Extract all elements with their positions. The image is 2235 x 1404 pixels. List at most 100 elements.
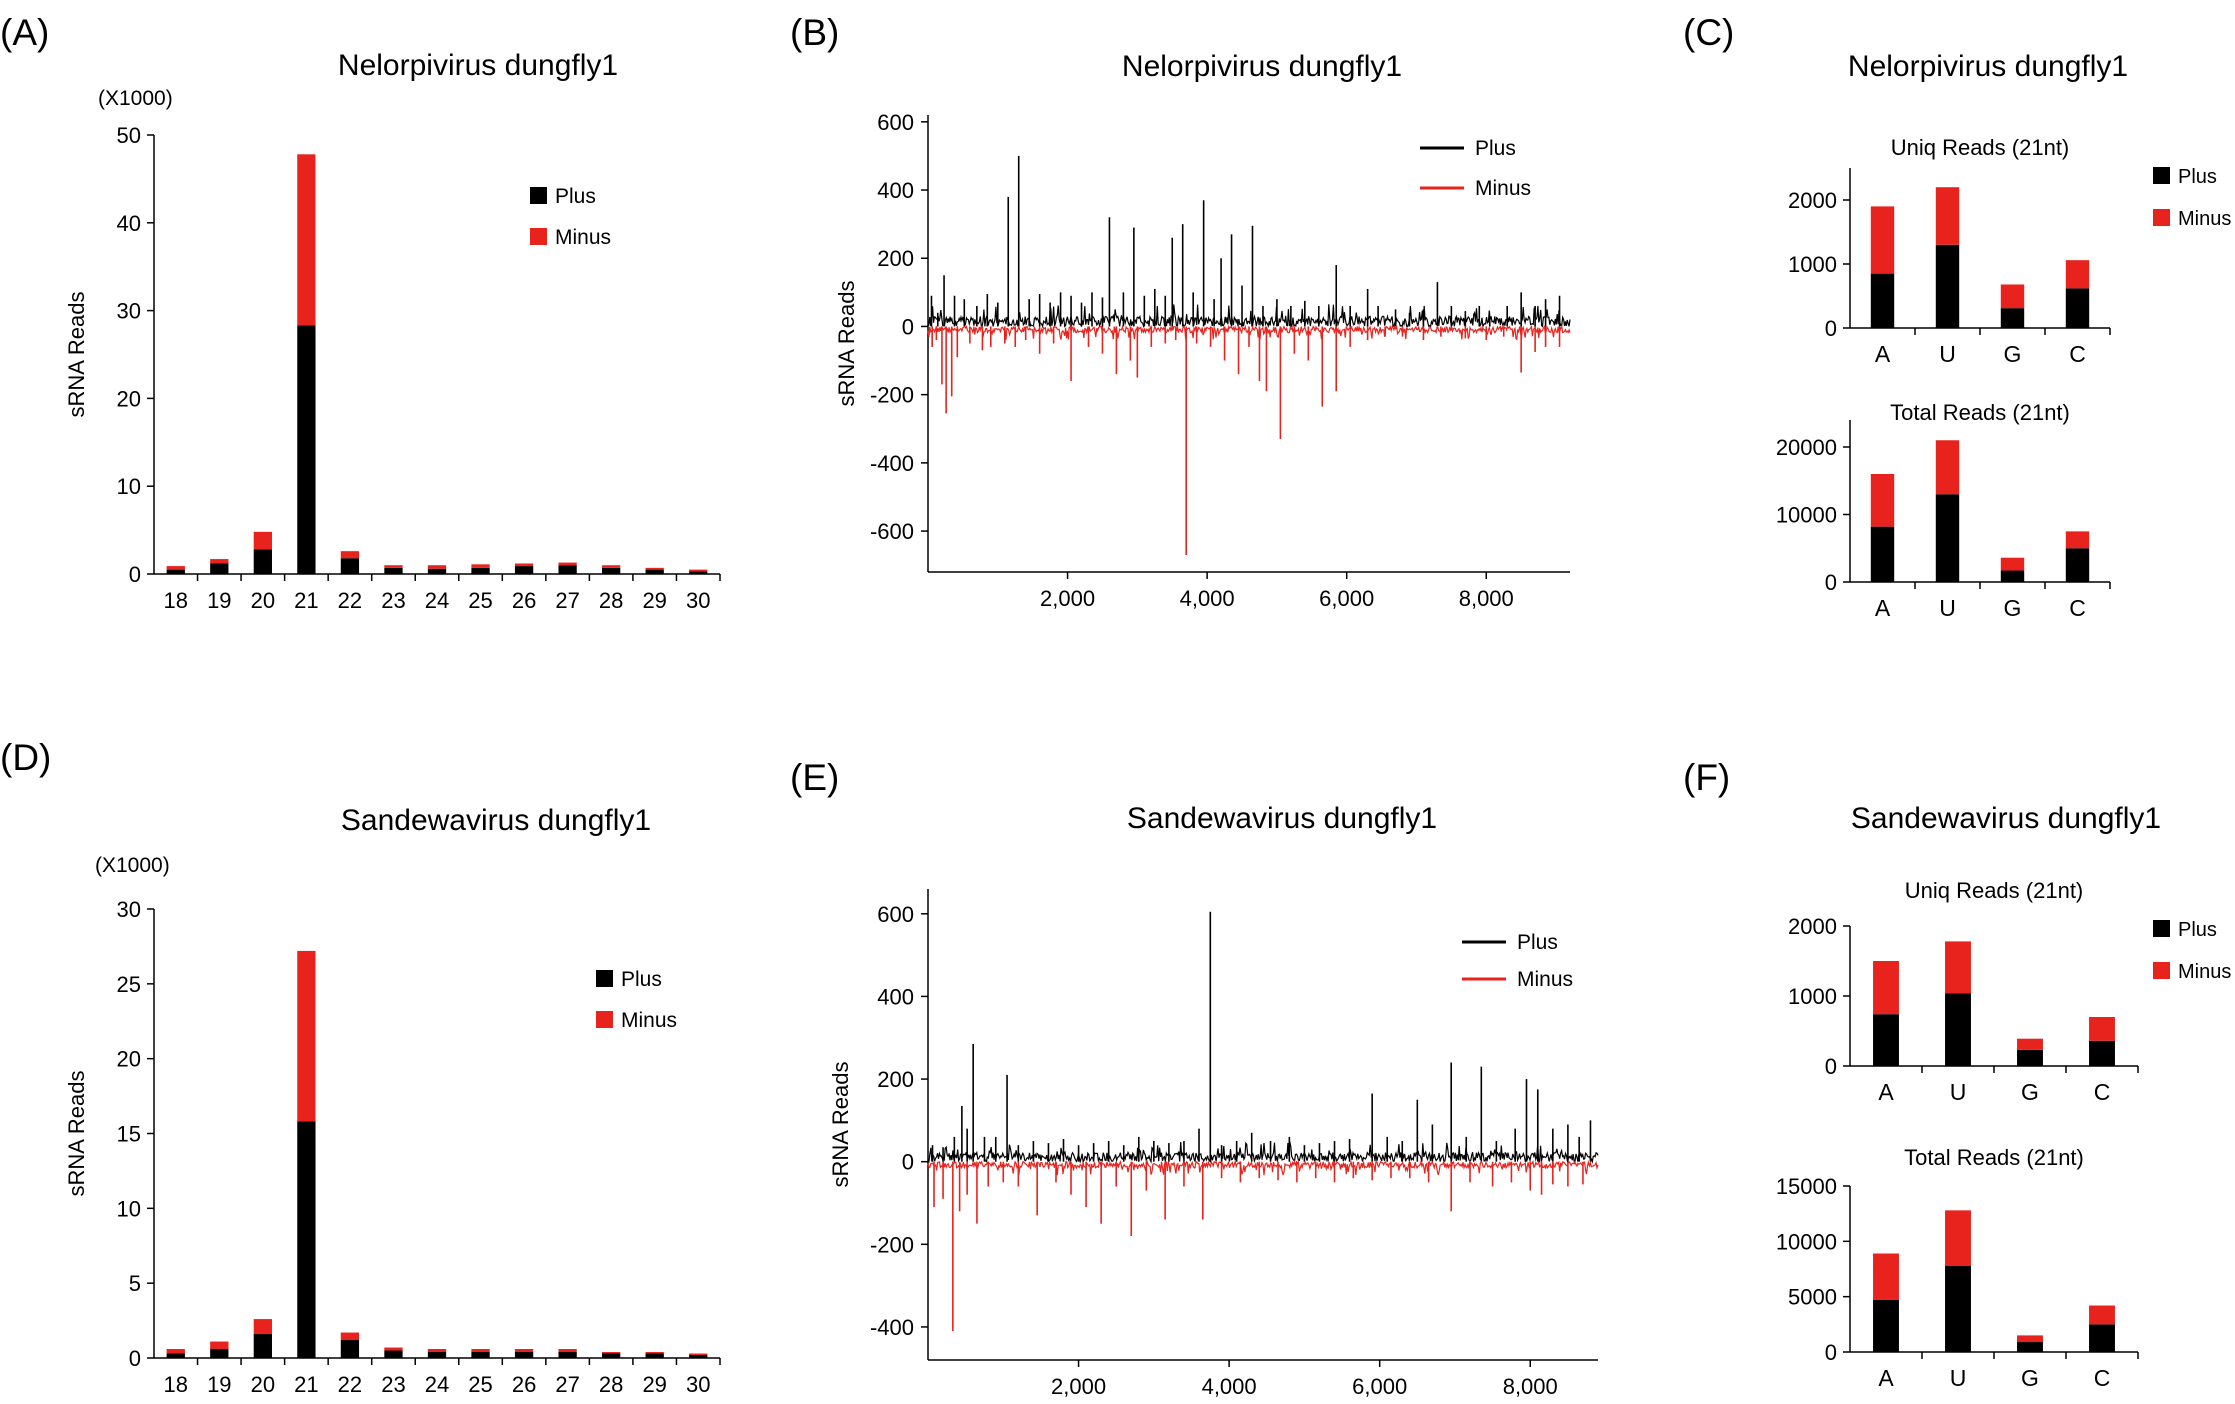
bar-plus-D bbox=[645, 1353, 664, 1358]
bar-plus-A bbox=[340, 558, 360, 574]
y-axis-label-D: sRNA Reads bbox=[64, 1071, 89, 1197]
x-tick-label-E: 2,000 bbox=[1051, 1374, 1106, 1399]
y-tick-label-E: 400 bbox=[877, 984, 914, 1009]
bar-plus-A bbox=[514, 566, 534, 574]
y-tick-label-D: 10 bbox=[117, 1196, 141, 1221]
bar-plus-D bbox=[602, 1353, 621, 1358]
chart-title-E: Sandewavirus dungfly1 bbox=[1127, 802, 1437, 835]
y-tick-label-C1: 0 bbox=[1825, 316, 1837, 341]
x-tick-label-A: 18 bbox=[164, 588, 188, 613]
y-axis-label-A: sRNA Reads bbox=[64, 292, 89, 418]
bar-minus-C1 bbox=[1935, 187, 1960, 245]
bar-minus-D bbox=[689, 1353, 708, 1356]
bar-plus-D bbox=[253, 1334, 272, 1358]
bar-minus-F1 bbox=[1945, 941, 1971, 994]
bar-plus-C1 bbox=[2065, 288, 2090, 328]
x-tick-label-A: 28 bbox=[599, 588, 623, 613]
bar-plus-F2 bbox=[1873, 1299, 1899, 1352]
bar-plus-D bbox=[384, 1350, 403, 1358]
x-tick-label-F2: G bbox=[2021, 1365, 2039, 1391]
x-tick-label-C2: G bbox=[2004, 595, 2022, 621]
legend-label-plus-A: Plus bbox=[555, 185, 596, 208]
x-tick-label-F2: C bbox=[2094, 1365, 2111, 1391]
legend-swatch-minus-A bbox=[530, 228, 547, 245]
x-tick-label-D: 20 bbox=[251, 1372, 275, 1397]
y-tick-label-D: 5 bbox=[129, 1271, 141, 1296]
y-tick-label-F1: 2000 bbox=[1788, 914, 1837, 939]
bar-plus-A bbox=[210, 563, 229, 574]
bar-minus-D bbox=[253, 1319, 272, 1335]
y-tick-label-D: 20 bbox=[117, 1047, 141, 1072]
bar-plus-C1 bbox=[1935, 244, 1960, 328]
panel-label-F1: (F) bbox=[1683, 757, 1730, 798]
y-tick-label-C2: 10000 bbox=[1776, 503, 1837, 528]
y-tick-label-B: -400 bbox=[870, 451, 914, 476]
legend-label-minus-D: Minus bbox=[621, 1009, 677, 1032]
y-tick-label-E: 600 bbox=[877, 902, 914, 927]
x-tick-label-F2: A bbox=[1878, 1365, 1894, 1391]
bar-minus-C2 bbox=[2000, 557, 2025, 571]
bar-minus-D bbox=[210, 1341, 229, 1350]
bar-minus-A bbox=[253, 531, 272, 550]
x-tick-label-A: 20 bbox=[251, 588, 275, 613]
x-tick-label-A: 29 bbox=[642, 588, 666, 613]
y-tick-label-C1: 2000 bbox=[1788, 188, 1837, 213]
legend-label-plus-E: Plus bbox=[1517, 931, 1558, 954]
x-tick-label-E: 4,000 bbox=[1202, 1374, 1257, 1399]
bar-plus-C2 bbox=[2065, 548, 2090, 582]
coverage-trace-plus-E bbox=[927, 1141, 1599, 1165]
y-tick-label-A: 30 bbox=[117, 299, 141, 324]
bar-minus-C1 bbox=[1870, 206, 1895, 274]
x-tick-label-A: 30 bbox=[686, 588, 710, 613]
bar-minus-D bbox=[645, 1352, 664, 1354]
bar-plus-D bbox=[558, 1352, 577, 1358]
chart-title-D: Sandewavirus dungfly1 bbox=[341, 804, 651, 837]
x-tick-label-D: 18 bbox=[164, 1372, 188, 1397]
y-tick-label-A: 20 bbox=[117, 386, 141, 411]
x-tick-label-B: 4,000 bbox=[1180, 586, 1235, 611]
legend-swatch-plus-F1 bbox=[2153, 920, 2170, 937]
bar-minus-F2 bbox=[1873, 1253, 1899, 1300]
x-tick-label-A: 26 bbox=[512, 588, 536, 613]
bar-plus-A bbox=[297, 325, 316, 574]
x-tick-label-F1: C bbox=[2094, 1079, 2111, 1105]
bar-plus-D bbox=[297, 1121, 316, 1358]
y-tick-label-F1: 1000 bbox=[1788, 984, 1837, 1009]
bar-plus-A bbox=[253, 549, 272, 574]
bar-minus-D bbox=[514, 1349, 534, 1353]
bar-minus-D bbox=[340, 1332, 360, 1341]
y-tick-label-A: 40 bbox=[117, 211, 141, 236]
bar-minus-A bbox=[514, 563, 534, 567]
x-tick-label-A: 22 bbox=[338, 588, 362, 613]
x-tick-label-D: 21 bbox=[294, 1372, 318, 1397]
x-tick-label-C1: C bbox=[2069, 341, 2086, 367]
coverage-trace-minus-E bbox=[927, 1159, 1599, 1176]
x-tick-label-A: 24 bbox=[425, 588, 449, 613]
bar-minus-C2 bbox=[1935, 440, 1960, 495]
y-tick-label-D: 25 bbox=[117, 972, 141, 997]
bar-plus-A bbox=[166, 569, 185, 574]
bar-plus-D bbox=[427, 1352, 447, 1358]
bar-minus-C2 bbox=[2065, 531, 2090, 549]
x-tick-label-C2: A bbox=[1875, 595, 1891, 621]
x-tick-label-C1: G bbox=[2004, 341, 2022, 367]
y-tick-label-F2: 10000 bbox=[1776, 1229, 1837, 1254]
y-tick-label-A: 10 bbox=[117, 474, 141, 499]
y-axis-label-E: sRNA Reads bbox=[828, 1062, 853, 1188]
chart-title-A: Nelorpivirus dungfly1 bbox=[338, 49, 618, 82]
bar-plus-C1 bbox=[1870, 273, 1895, 328]
bar-plus-D bbox=[166, 1353, 185, 1358]
chart-subtitle-C1: Uniq Reads (21nt) bbox=[1891, 135, 2070, 160]
bar-plus-A bbox=[471, 567, 490, 574]
y-axis-label-B: sRNA Reads bbox=[834, 281, 859, 407]
y-tick-label-C1: 1000 bbox=[1788, 252, 1837, 277]
y-scale-label-D: (X1000) bbox=[95, 854, 170, 877]
bar-minus-D bbox=[427, 1349, 447, 1353]
bar-plus-A bbox=[689, 571, 708, 574]
legend-label-minus-E: Minus bbox=[1517, 968, 1573, 991]
bar-minus-D bbox=[602, 1352, 621, 1354]
x-tick-label-F2: U bbox=[1950, 1365, 1967, 1391]
bar-plus-D bbox=[689, 1355, 708, 1358]
bar-plus-A bbox=[384, 567, 403, 574]
